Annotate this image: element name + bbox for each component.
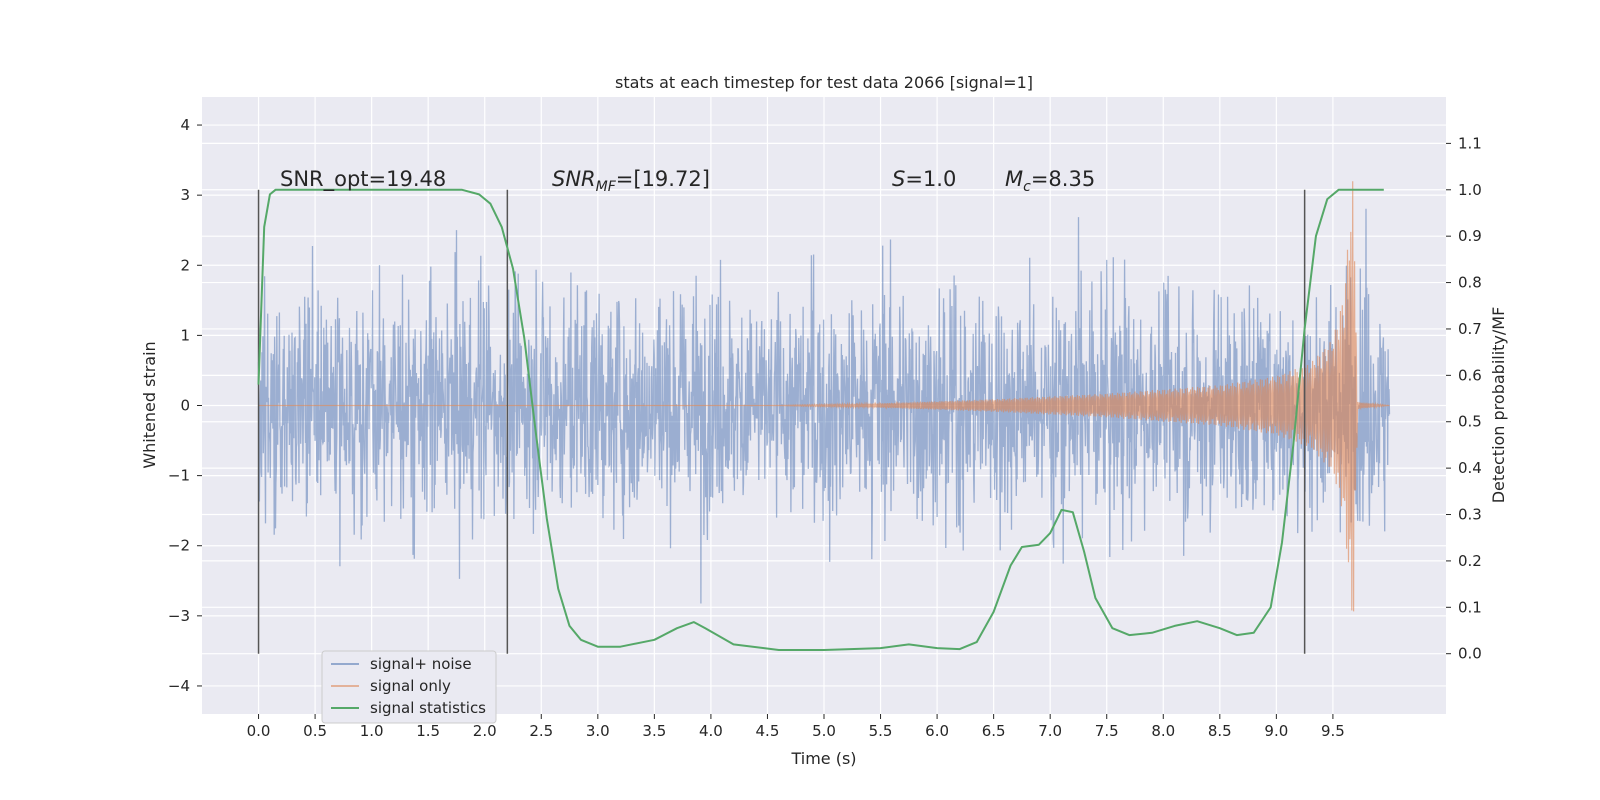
- x-tick-label-4: 2.0: [473, 722, 497, 740]
- legend-label-signal-noise: signal+ noise: [370, 655, 472, 673]
- annotation-mc: Mc=8.35: [1005, 167, 1095, 195]
- x-tick-label-1: 0.5: [303, 722, 327, 740]
- legend-box: [321, 650, 497, 724]
- tick-labels: 0.0 0.5 1.0 1.5 2.0 2.5 3.0 3.5 4.0 4.5 5.0 5.5 6.0 6…: [168, 116, 1482, 740]
- x-tick-label-13: 6.5: [982, 722, 1006, 740]
- x-tick-label-0: 0.0: [247, 722, 271, 740]
- y2-tick-label-7: 0.4: [1458, 459, 1482, 477]
- x-tick-label-6: 3.0: [586, 722, 610, 740]
- x-tick-label-2: 1.0: [360, 722, 384, 740]
- annotation-mc-subscript: c: [1023, 179, 1031, 195]
- chart-title: stats at each timestep for test data 206…: [615, 73, 1033, 92]
- x-tick-label-7: 3.5: [642, 722, 666, 740]
- annotation-mc-symbol: M: [1005, 167, 1023, 191]
- annotation-s-symbol: S: [892, 167, 905, 191]
- annotation-snr-mf-value: =[19.72]: [616, 167, 710, 191]
- y2-tick-label-0: 1.1: [1458, 134, 1482, 152]
- y2-tick-label-1: 1.0: [1458, 181, 1482, 199]
- x-tick-label-19: 9.5: [1321, 722, 1345, 740]
- x-tick-label-8: 4.0: [699, 722, 723, 740]
- y-tick-label-6: −2: [168, 537, 190, 555]
- y-tick-label-0: 4: [180, 116, 190, 134]
- signal-noise-line: [257, 208, 1391, 604]
- x-tick-label-18: 9.0: [1264, 722, 1288, 740]
- annotation-snr-mf-symbol: SNR: [552, 167, 596, 191]
- x-tick-label-12: 6.0: [925, 722, 949, 740]
- x-tick-label-16: 8.0: [1151, 722, 1175, 740]
- vertical-markers: [257, 189, 1306, 654]
- y-tick-label-5: −1: [168, 467, 190, 485]
- y-tick-label-4: 0: [180, 397, 190, 415]
- x-tick-label-15: 7.5: [1095, 722, 1119, 740]
- y-tick-label-8: −4: [168, 677, 190, 695]
- y-tick-label-7: −3: [168, 607, 190, 625]
- x-tick-label-3: 1.5: [416, 722, 440, 740]
- annotation-snr-mf: SNRMF=[19.72]: [552, 167, 710, 195]
- annotation-mc-value: =8.35: [1031, 167, 1095, 191]
- y-tick-label-1: 3: [180, 186, 190, 204]
- annotation-snr-mf-subscript: MF: [596, 179, 617, 195]
- y2-tick-label-3: 0.8: [1458, 274, 1482, 292]
- legend-label-signal-statistics: signal statistics: [370, 699, 486, 717]
- y2-tick-label-4: 0.7: [1458, 320, 1482, 338]
- y2-tick-label-11: 0.0: [1458, 645, 1482, 663]
- x-tick-label-11: 5.5: [869, 722, 893, 740]
- legend-label-signal-only: signal only: [370, 677, 451, 695]
- y-tick-label-2: 2: [180, 256, 190, 274]
- y2-tick-label-10: 0.1: [1458, 598, 1482, 616]
- y2-tick-label-2: 0.9: [1458, 227, 1482, 245]
- y2-tick-label-8: 0.3: [1458, 506, 1482, 524]
- x-tick-label-14: 7.0: [1038, 722, 1062, 740]
- x-tick-label-17: 8.5: [1208, 722, 1232, 740]
- x-tick-label-10: 5.0: [812, 722, 836, 740]
- x-tick-label-5: 2.5: [529, 722, 553, 740]
- y-axis-title: Whitened strain: [140, 341, 159, 468]
- annotation-s-value: =1.0: [905, 167, 956, 191]
- signal-statistics-line: [257, 188, 1384, 651]
- y2-tick-label-5: 0.6: [1458, 366, 1482, 384]
- annotation-s: S=1.0: [892, 167, 956, 191]
- signal-noise-series: [257, 208, 1391, 604]
- x-axis-title: Time (s): [790, 749, 856, 768]
- signal-statistics-series: [257, 188, 1384, 651]
- signal-only-series: [258, 181, 1390, 612]
- y2-tick-label-6: 0.5: [1458, 413, 1482, 431]
- y-tick-label-3: 1: [180, 326, 190, 344]
- y2-axis-title: Detection probability/MF: [1489, 307, 1508, 504]
- y2-tick-label-9: 0.2: [1458, 552, 1482, 570]
- signal-only-line: [258, 181, 1390, 612]
- legend: signal+ noise signal only signal statist…: [321, 650, 497, 724]
- x-tick-label-9: 4.5: [756, 722, 780, 740]
- annotation-snr-opt: SNR_opt=19.48: [280, 167, 446, 192]
